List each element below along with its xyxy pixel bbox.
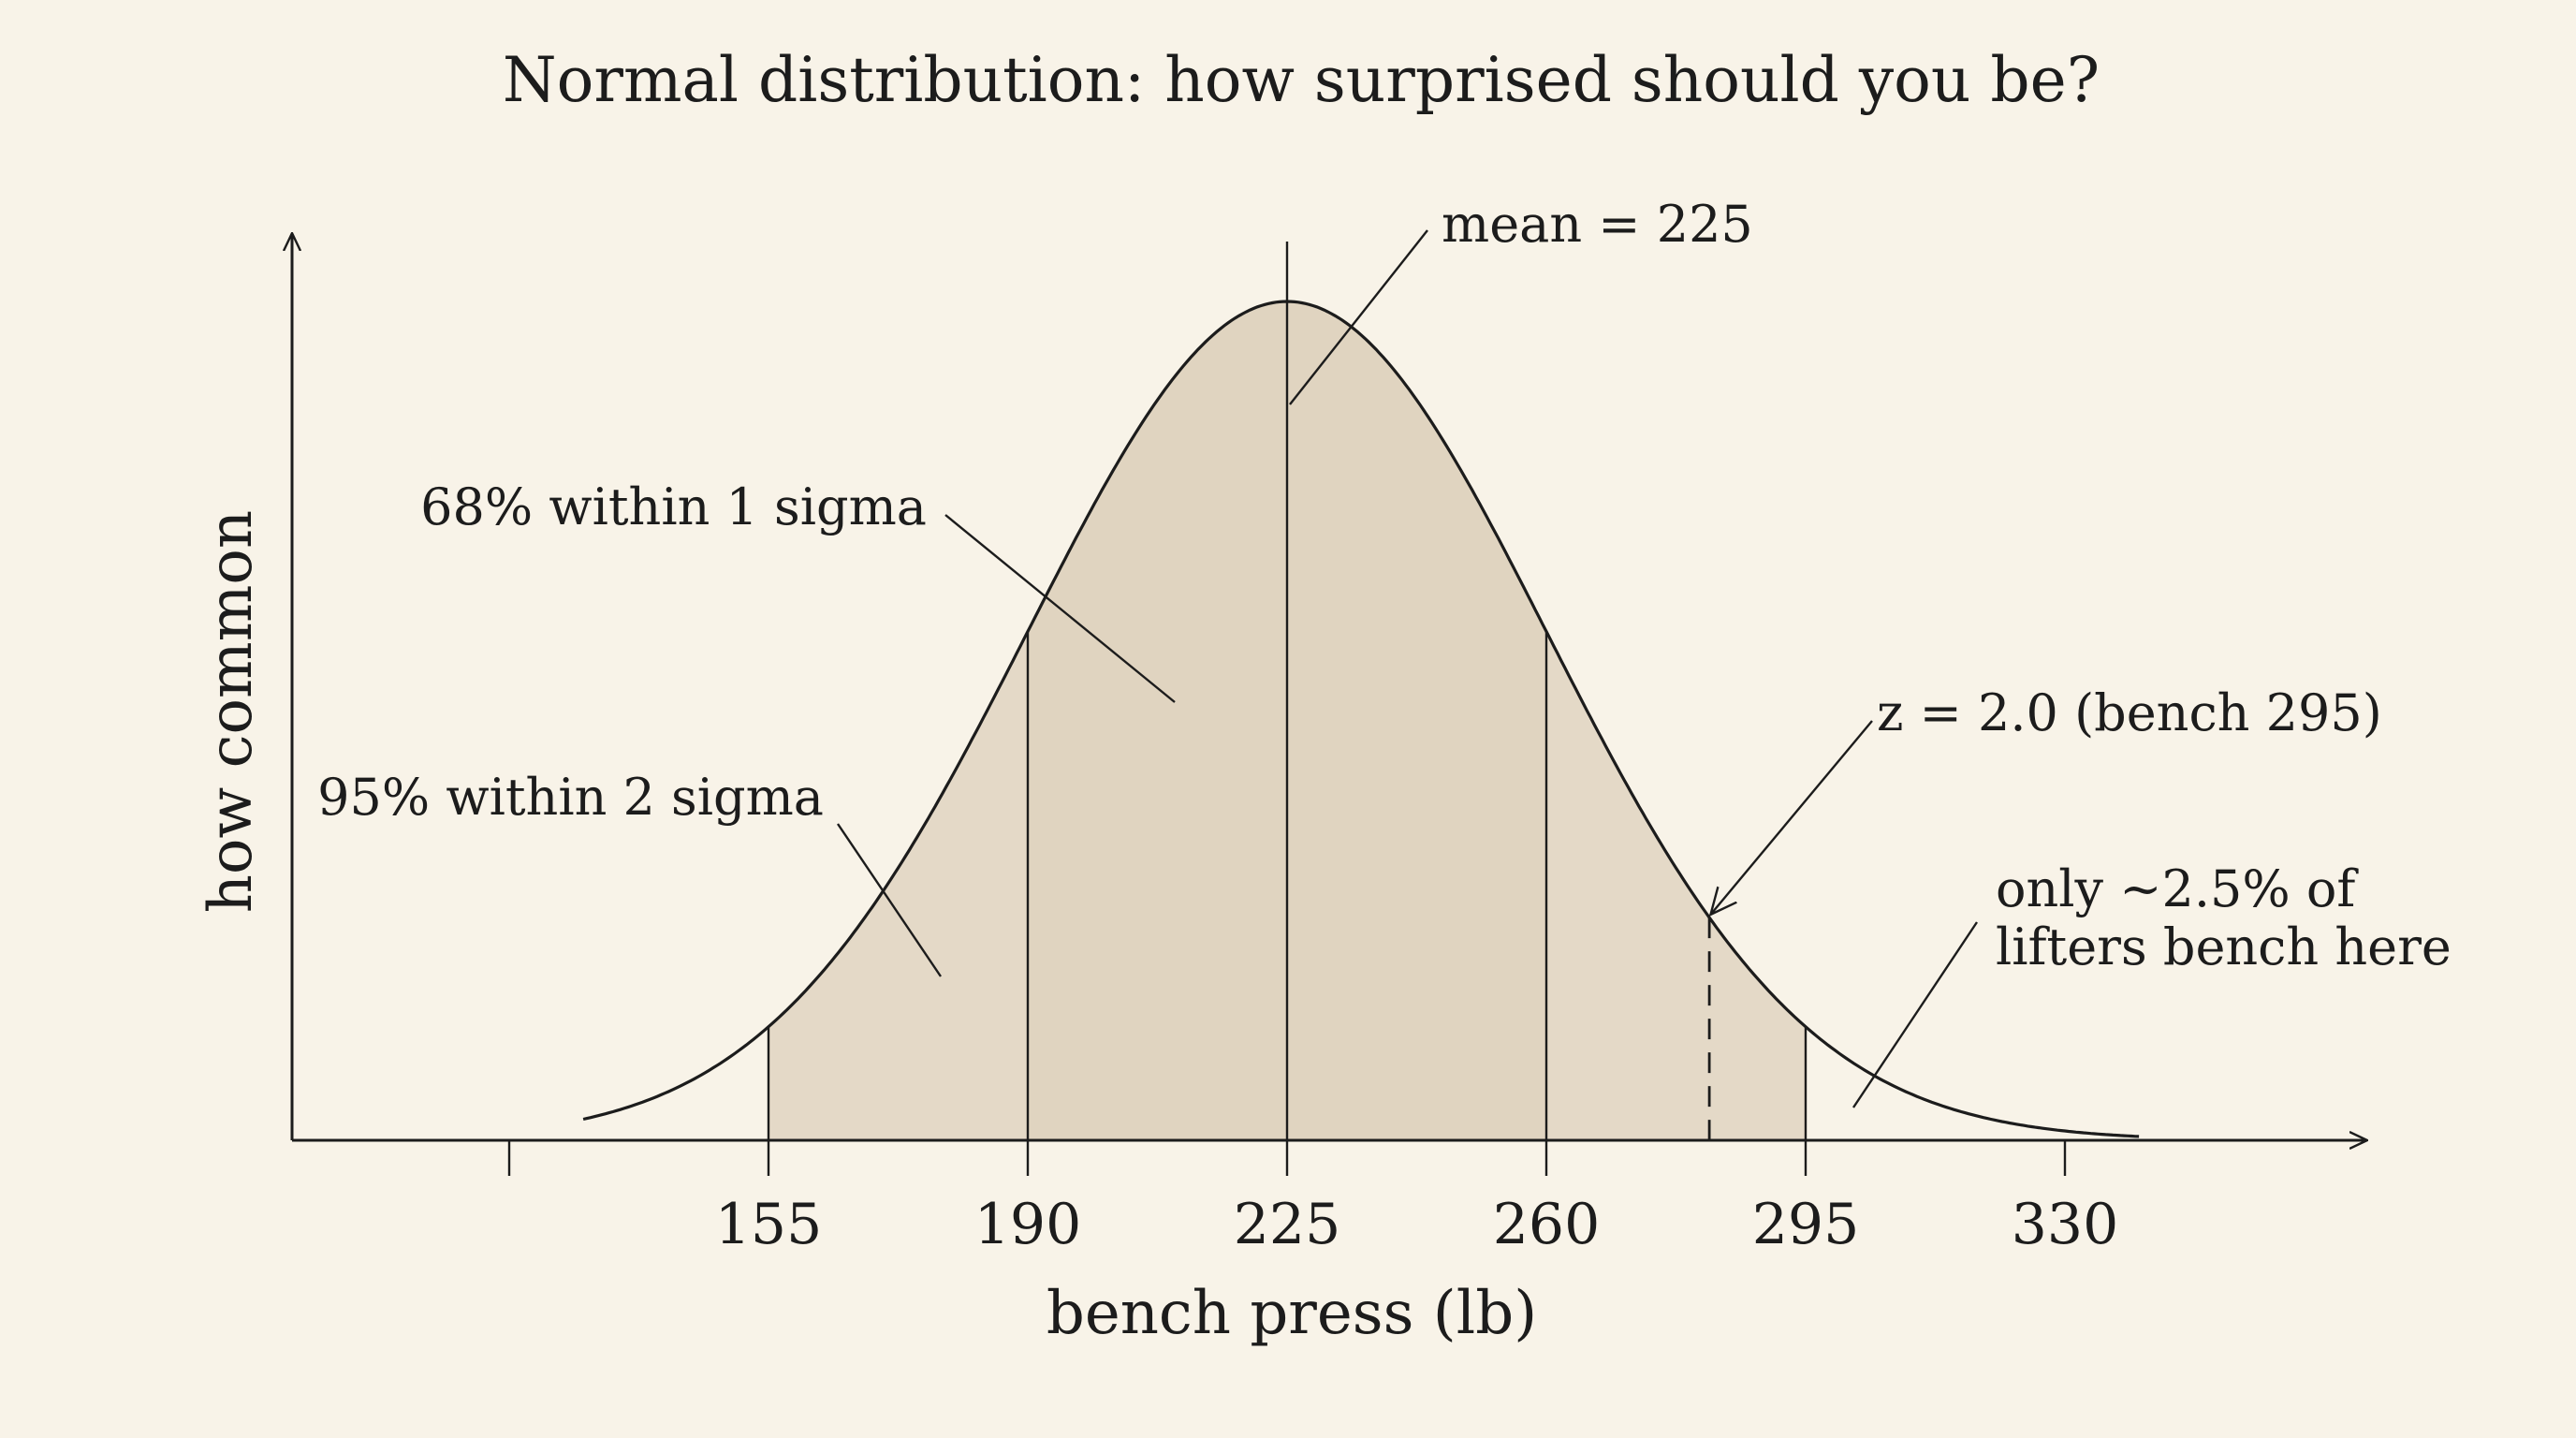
x-tick-label-225: 225 — [1234, 1192, 1341, 1257]
mean-annotation: mean = 225 — [1442, 195, 1753, 254]
x-tick-label-260: 260 — [1493, 1192, 1601, 1257]
x-tick-label-330: 330 — [2012, 1192, 2119, 1257]
one-sigma-annotation: 68% within 1 sigma — [420, 477, 927, 536]
x-tick-labels: 155 190 225 260 295 330 — [715, 1192, 2119, 1257]
x-ticks — [507, 1140, 2067, 1176]
two-sigma-annotation: 95% within 2 sigma — [317, 768, 824, 827]
y-axis-label: how common — [197, 510, 266, 913]
z-score-arrow — [1711, 720, 1873, 914]
x-tick-label-190: 190 — [974, 1192, 1082, 1257]
z-score-annotation: z = 2.0 (bench 295) — [1877, 683, 2382, 742]
x-tick-label-295: 295 — [1752, 1192, 1860, 1257]
two-sigma-leader-line — [837, 823, 942, 977]
chart-title: Normal distribution: how surprised shoul… — [503, 44, 2100, 116]
tail-annotation-line2: lifters bench here — [1996, 917, 2452, 976]
sigma-lines — [767, 242, 1808, 1140]
x-tick-label-155: 155 — [715, 1192, 823, 1257]
x-axis-label: bench press (lb) — [1046, 1279, 1537, 1348]
tail-leader-line — [1852, 921, 1978, 1108]
one-sigma-leader-line — [944, 514, 1176, 703]
tail-annotation-line1: only ~2.5% of — [1996, 859, 2359, 918]
mean-leader-line — [1289, 229, 1428, 405]
bell-curve-line — [582, 300, 2140, 1138]
